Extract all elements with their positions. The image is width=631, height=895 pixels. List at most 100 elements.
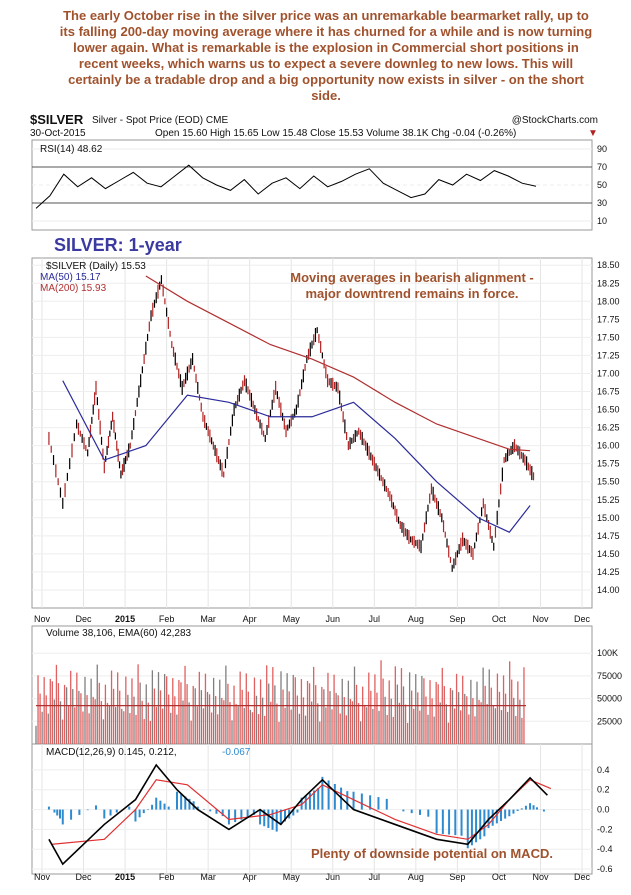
macd-hist-bar xyxy=(263,809,266,827)
macd-hist-bar xyxy=(215,809,218,814)
macd-hist-bar xyxy=(115,809,118,813)
macd-hist-bar xyxy=(128,806,131,810)
macd-hist-bar xyxy=(441,809,444,834)
ma50-legend: MA(50) 15.17 xyxy=(40,272,101,283)
price-tick-label: 15.00 xyxy=(597,513,620,523)
x-tick-label: Jun xyxy=(326,614,341,624)
macd-hist-bar xyxy=(292,809,295,816)
x-tick-label: Mar xyxy=(200,614,216,624)
macd-hist-bar xyxy=(516,809,519,811)
ticks-layer: Nov Nov Dec Dec 2015 2015 Feb Feb Mar Mar Apr Apr Ma… xyxy=(34,144,622,882)
macd-hist-bar xyxy=(304,795,307,810)
macd-hist-bar xyxy=(317,788,320,810)
macd-tick-label: 0.4 xyxy=(597,765,610,775)
macd-hist-bar xyxy=(86,809,89,811)
x-tick-label: Apr xyxy=(243,872,257,882)
price-legend: $SILVER (Daily) 15.53 xyxy=(46,261,146,272)
grid-layer xyxy=(32,148,592,874)
macd-hist-bar xyxy=(234,809,237,823)
macd-hist-bar xyxy=(155,797,158,810)
volume-legend: Volume 38,106, EMA(60) 42,283 xyxy=(46,628,192,639)
macd-hist-bar xyxy=(146,808,149,810)
x-tick-label: Nov xyxy=(532,872,549,882)
price-tick-label: 15.25 xyxy=(597,495,620,505)
rsi-layer xyxy=(35,164,537,209)
macd-hist-bar xyxy=(184,796,187,810)
commentary-text: The early October rise in the silver pri… xyxy=(59,8,593,103)
macd-hist-bar xyxy=(346,791,349,810)
chg-arrow-icon: ▼ xyxy=(588,128,598,139)
macd-tick-label: -0.2 xyxy=(597,824,613,834)
macd-hist-bar xyxy=(70,809,73,820)
x-tick-label: 2015 xyxy=(115,614,135,624)
macd-hist-bar xyxy=(95,805,97,810)
price-tick-label: 16.00 xyxy=(597,441,620,451)
macd-hist-bar xyxy=(529,803,532,810)
macd-tick-label: 0.0 xyxy=(597,805,610,815)
price-tick-label: 17.75 xyxy=(597,314,620,324)
macd-hist-bar xyxy=(470,809,473,846)
volume-tick-label: 50000 xyxy=(597,694,622,704)
macd-hist-bar xyxy=(246,809,249,818)
macd-line xyxy=(48,763,548,866)
macd-hist-bar xyxy=(159,800,162,810)
brand-label[interactable]: @StockCharts.com xyxy=(512,115,598,126)
macd-hist-bar xyxy=(495,809,498,824)
volume-tick-label: 25000 xyxy=(597,716,622,726)
volume-tick-label: 100K xyxy=(597,648,618,658)
macd-hist-bar xyxy=(536,807,538,810)
macd-hist-bar xyxy=(180,794,183,810)
macd-hist-bar xyxy=(460,809,463,836)
price-tick-label: 14.75 xyxy=(597,531,620,541)
macd-hist-bar xyxy=(435,809,438,834)
macd-hist-bar xyxy=(271,809,274,830)
ma200-line xyxy=(145,275,531,452)
macd-hist-bar xyxy=(56,809,59,816)
x-tick-label: Aug xyxy=(408,614,424,624)
macd-hist-bar xyxy=(176,791,178,810)
x-tick-label: Sep xyxy=(449,614,465,624)
macd-note: Plenty of downside potential on MACD. xyxy=(311,846,553,861)
x-tick-label: Apr xyxy=(243,614,257,624)
macd-hist-bar xyxy=(259,809,262,825)
macd-hist-bar xyxy=(296,809,299,813)
macd-hist-bar xyxy=(504,809,507,819)
x-tick-label: May xyxy=(283,872,301,882)
macd-hist-bar xyxy=(134,809,137,822)
x-tick-label: Dec xyxy=(574,872,591,882)
price-tick-label: 17.00 xyxy=(597,368,620,378)
macd-tick-label: 0.2 xyxy=(597,785,610,795)
chart-description: Silver - Spot Price (EOD) CME xyxy=(92,115,228,126)
macd-hist-bar xyxy=(61,809,64,825)
macd-hist-bar xyxy=(196,806,199,810)
x-tick-label: Jun xyxy=(326,872,341,882)
macd-hist-bar xyxy=(313,790,316,810)
macd-hist-bar xyxy=(479,809,482,840)
macd-hist-bar xyxy=(300,797,303,810)
ma200-legend: MA(200) 15.93 xyxy=(40,283,107,294)
ma-note-line-2: major downtrend remains in force. xyxy=(305,286,518,301)
x-tick-label: Nov xyxy=(532,614,549,624)
macd-signal-line xyxy=(52,779,552,845)
macd-hist-bar xyxy=(267,809,270,829)
quote-line: Open 15.60 High 15.65 Low 15.48 Close 15… xyxy=(155,128,516,139)
rsi-legend: RSI(14) 48.62 xyxy=(40,144,103,155)
price-tick-label: 18.50 xyxy=(597,260,620,270)
chart-date: 30-Oct-2015 xyxy=(30,128,86,139)
price-layer xyxy=(48,275,535,572)
macd-hist-bar xyxy=(221,809,224,817)
x-tick-label: Aug xyxy=(408,872,424,882)
price-tick-label: 14.00 xyxy=(597,585,620,595)
macd-hist-bar xyxy=(520,808,523,810)
rsi-tick-label: 90 xyxy=(597,144,607,154)
macd-hist-bar xyxy=(333,783,336,810)
macd-hist-bar xyxy=(500,809,502,821)
macd-hist-bar xyxy=(410,809,413,814)
x-tick-label: Jul xyxy=(369,872,381,882)
macd-hist-bar xyxy=(138,809,141,818)
macd-hist-bar xyxy=(167,806,170,810)
macd-hist-bar xyxy=(512,809,515,814)
chart-symbol: $SILVER xyxy=(30,112,84,127)
price-tick-label: 17.50 xyxy=(597,332,620,342)
